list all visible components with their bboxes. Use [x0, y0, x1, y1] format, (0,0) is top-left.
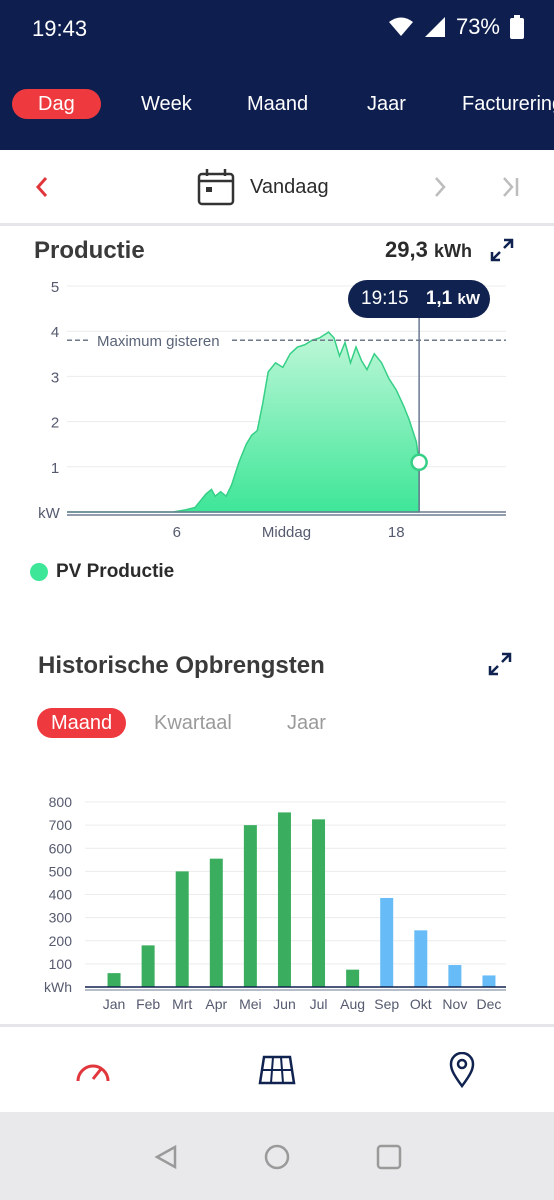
tooltip-time: 19:15: [361, 288, 409, 309]
status-bar: 19:43 73%: [0, 0, 554, 56]
bar-okt: [414, 930, 428, 987]
y-axis-unit: kWh: [44, 979, 72, 995]
legend-pv-productie[interactable]: PV Productie: [30, 561, 174, 583]
x-tick-label: Mrt: [172, 996, 192, 1012]
battery-percentage: 73%: [455, 14, 500, 39]
tooltip-value: 1,1: [425, 288, 453, 309]
bar-aug: [346, 969, 360, 987]
reference-line-label: Maximum gisteren: [97, 333, 220, 350]
bar-jun: [277, 812, 291, 987]
x-tick-label: Middag: [262, 524, 311, 541]
status-time: 19:43: [32, 16, 88, 41]
bar-sep: [380, 897, 394, 987]
production-total-value: 29,3: [385, 237, 428, 262]
production-chart: 1 2 3 4 5 kW Maximum gisteren 6 Middag 18: [38, 279, 506, 541]
x-tick-label: 18: [388, 524, 405, 541]
expand-historic-icon[interactable]: [488, 652, 512, 676]
battery-icon: [510, 15, 524, 39]
y-tick-label: 800: [49, 794, 73, 810]
system-navigation: [0, 1112, 554, 1200]
back-icon[interactable]: [153, 1144, 179, 1170]
bar-jul: [312, 819, 326, 987]
home-icon[interactable]: [264, 1144, 290, 1170]
x-tick-label: Apr: [205, 996, 227, 1012]
recents-icon[interactable]: [376, 1144, 402, 1170]
cell-signal-icon: [424, 17, 445, 37]
x-tick-label: Sep: [374, 996, 399, 1012]
chart-tooltip: 19:15 1,1 kW: [348, 280, 490, 318]
tab-jaar[interactable]: Jaar: [367, 93, 406, 115]
y-tick-label: 300: [49, 910, 73, 926]
x-tick-label: Aug: [340, 996, 365, 1012]
wifi-icon: [388, 17, 413, 36]
production-title: Productie: [34, 237, 145, 264]
y-tick-label: 700: [49, 817, 73, 833]
y-axis-unit: kW: [38, 505, 61, 522]
solar-panel-icon[interactable]: [258, 1055, 296, 1085]
y-tick-label: 1: [51, 460, 59, 477]
bar-mrt: [175, 871, 189, 987]
status-icons: 73%: [388, 14, 524, 40]
tab-historic-kwartaal[interactable]: Kwartaal: [154, 712, 232, 734]
x-tick-label: Feb: [136, 996, 160, 1012]
tooltip-unit: kW: [457, 291, 481, 308]
y-tick-label: 2: [51, 415, 59, 432]
tab-historic-jaar[interactable]: Jaar: [287, 712, 326, 734]
legend-dot: [30, 563, 48, 581]
bottom-navigation: [0, 1024, 554, 1112]
next-day-button[interactable]: [428, 174, 452, 200]
y-tick-label: 5: [51, 279, 59, 296]
pv-production-area: [67, 331, 420, 513]
y-tick-label: 200: [49, 933, 73, 949]
bar-nov: [448, 965, 462, 987]
tab-facturering[interactable]: Facturering: [462, 93, 554, 115]
last-day-button[interactable]: [498, 174, 524, 200]
bar-apr: [209, 858, 223, 987]
historic-title: Historische Opbrengsten: [38, 652, 325, 679]
y-tick-label: 500: [49, 863, 73, 879]
bar-jan: [107, 973, 121, 987]
location-pin-icon[interactable]: [449, 1052, 475, 1088]
historic-bar-chart: 100 200 300 400 500 600 700 800 kWh Jan Feb Mrt Apr M…: [44, 794, 506, 1012]
tab-dag[interactable]: Dag: [12, 89, 101, 119]
calendar-icon[interactable]: [197, 168, 235, 206]
tab-historic-maand[interactable]: Maand: [37, 708, 127, 738]
y-tick-label: 100: [49, 956, 73, 972]
tooltip-marker: [410, 453, 428, 472]
previous-day-button[interactable]: [30, 174, 54, 200]
x-tick-label: Jan: [103, 996, 126, 1012]
y-tick-label: 600: [49, 840, 73, 856]
tab-maand[interactable]: Maand: [247, 93, 309, 115]
production-total: 29,3 kWh: [385, 237, 472, 263]
date-navigation: Vandaag: [0, 150, 554, 226]
tab-week[interactable]: Week: [141, 93, 192, 115]
date-label[interactable]: Vandaag: [250, 176, 329, 198]
x-tick-label: Jun: [273, 996, 296, 1012]
x-tick-label: Nov: [442, 996, 467, 1012]
x-tick-label: 6: [173, 524, 181, 541]
bar-feb: [141, 945, 155, 987]
x-tick-label: Jul: [310, 996, 328, 1012]
dashboard-gauge-icon[interactable]: [74, 1055, 112, 1085]
period-tabs: Dag Week Maand Jaar Facturering: [0, 56, 554, 150]
y-tick-label: 400: [49, 887, 73, 903]
expand-production-icon[interactable]: [490, 238, 514, 262]
y-tick-label: 3: [51, 369, 59, 386]
x-tick-label: Dec: [477, 996, 502, 1012]
bar-mei: [243, 825, 257, 987]
legend-label: PV Productie: [56, 561, 175, 582]
bar-dec: [482, 975, 496, 987]
production-total-unit: kWh: [434, 241, 472, 261]
y-tick-label: 4: [51, 324, 59, 341]
x-tick-label: Mei: [239, 996, 262, 1012]
x-tick-label: Okt: [410, 996, 432, 1012]
